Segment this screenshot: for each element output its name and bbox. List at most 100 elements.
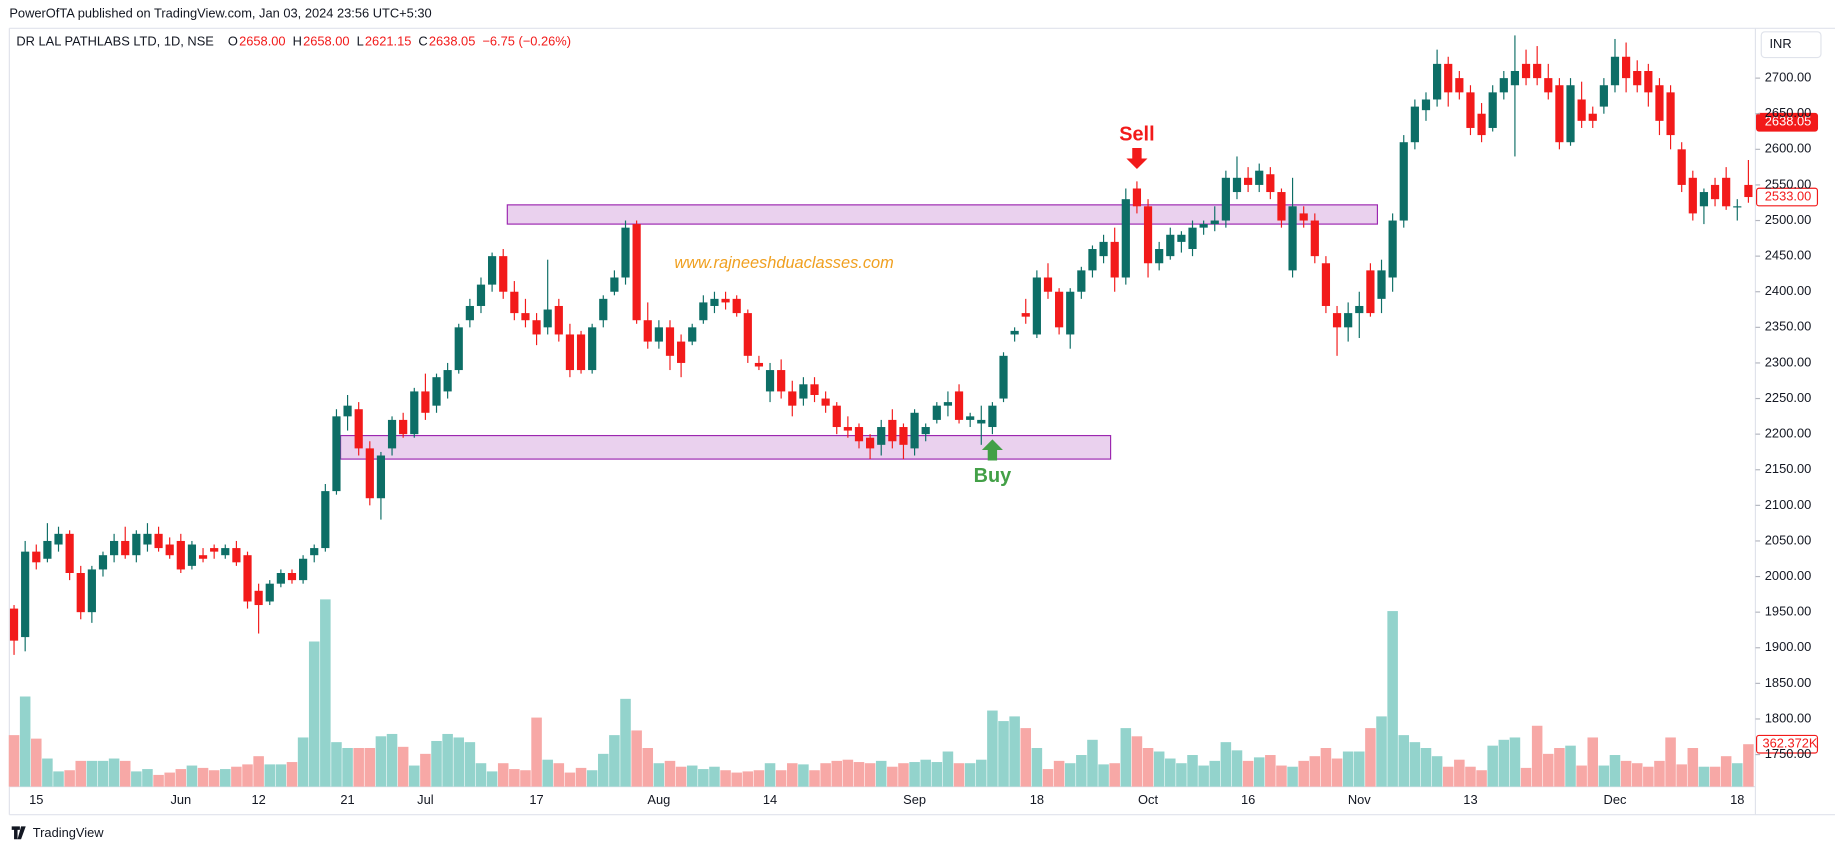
x-tick-label: 13 [1463,792,1477,807]
currency[interactable]: INR [1769,36,1791,51]
candle-body [210,548,219,552]
annotation-label: Buy [974,465,1012,487]
candle-body [532,320,541,335]
volume-bar [1331,758,1343,787]
y-tick-label: 1800.00 [1765,710,1811,725]
x-tick-label: 15 [29,792,43,807]
volume-bar [8,735,20,787]
volume-bar [1198,765,1209,787]
volume-bar [964,763,976,787]
candle-body [1599,85,1608,107]
candle-body [21,551,30,638]
candle-body [1366,270,1375,314]
candle-body [1555,85,1564,143]
candle-body [1188,227,1197,250]
candle-body [432,377,441,406]
volume-bar [164,772,175,787]
volume-bar [308,641,320,787]
candle-body [265,583,274,602]
volume-bar [1476,770,1487,787]
volume-bar [1698,766,1710,787]
candle-body [1221,177,1230,221]
volume-bar [253,756,264,787]
candle-body [110,540,119,556]
volume-bar [753,770,765,787]
candle-body [1521,63,1531,79]
volume-bar [675,766,687,787]
candle-body [43,540,52,559]
volume-bar [898,763,909,787]
candle-body [1055,291,1064,328]
y-tick-label: 2150.00 [1765,461,1811,476]
annotation-label: Sell [1119,123,1154,145]
volume-bar [409,765,420,787]
x-tick-label: Aug [647,792,670,807]
y-tick-label: 1900.00 [1765,639,1811,654]
candle-body [1433,63,1442,100]
quote-value: 2621.15 [365,34,411,49]
y-tick-label: 2650.00 [1765,105,1811,120]
price-label-box [1756,112,1819,132]
y-tick-label: 2200.00 [1765,426,1811,441]
candle-body [543,309,552,328]
watermark: www.rajneeshduaclasses.com [674,254,893,272]
volume-bar [397,746,409,787]
currency-box[interactable] [1760,31,1822,59]
volume-bar [31,738,42,787]
x-tick-label: Dec [1604,792,1627,807]
candle-body [799,384,808,399]
candle-body [654,327,663,342]
volume-bar [653,763,665,787]
volume-bar [1087,739,1098,787]
candle-body [1132,188,1142,207]
volume-bar [575,767,587,787]
candle-body [376,455,386,499]
volume-bar [1543,753,1554,787]
volume-bar [1354,751,1365,787]
volume-bar [664,760,676,787]
volume-bar [297,737,309,787]
candle-body [1722,177,1731,207]
candle-body [1444,63,1453,93]
volume-bar [1520,767,1532,787]
candle-body [1177,234,1186,242]
candle-body [343,405,352,417]
volume-bar [1531,725,1543,787]
candle-body [310,548,319,556]
volume-bar [175,769,187,787]
y-tick-label: 2500.00 [1765,212,1811,227]
candle-body [1499,78,1508,93]
volume-bar [431,740,442,787]
volume-bar [953,763,965,787]
annotation-arrow [981,439,1003,461]
chart-title: DR LAL PATHLABS LTD, 1D, NSE [16,34,214,49]
candle-body [999,355,1008,399]
volume-bar [486,771,498,787]
candle-body [910,412,919,449]
volume-bar [531,717,542,787]
volume-bar [1076,755,1087,787]
volume-bar [1665,737,1676,787]
candle-body [198,555,208,559]
candle-body [1388,220,1397,278]
candle-body [454,327,463,371]
y-tick-label: 2000.00 [1765,568,1811,583]
candle-body [688,327,697,342]
y-tick-label: 2700.00 [1765,70,1811,85]
volume-bar [542,759,553,787]
candle-body [1644,70,1653,93]
candle-body [488,256,497,285]
volume-bar [275,764,287,787]
candle-body [1088,249,1097,271]
candle-body [65,533,74,573]
candle-body [1155,249,1164,264]
volume-bar [1654,760,1665,787]
volume-bar [353,747,364,787]
candle-body [1610,56,1620,86]
candle-body [1510,70,1520,86]
volume-label: 362.372K [1762,736,1817,751]
y-tick-label: 2300.00 [1765,354,1811,369]
x-tick-label: 17 [529,792,543,807]
volume-bar [720,770,731,787]
